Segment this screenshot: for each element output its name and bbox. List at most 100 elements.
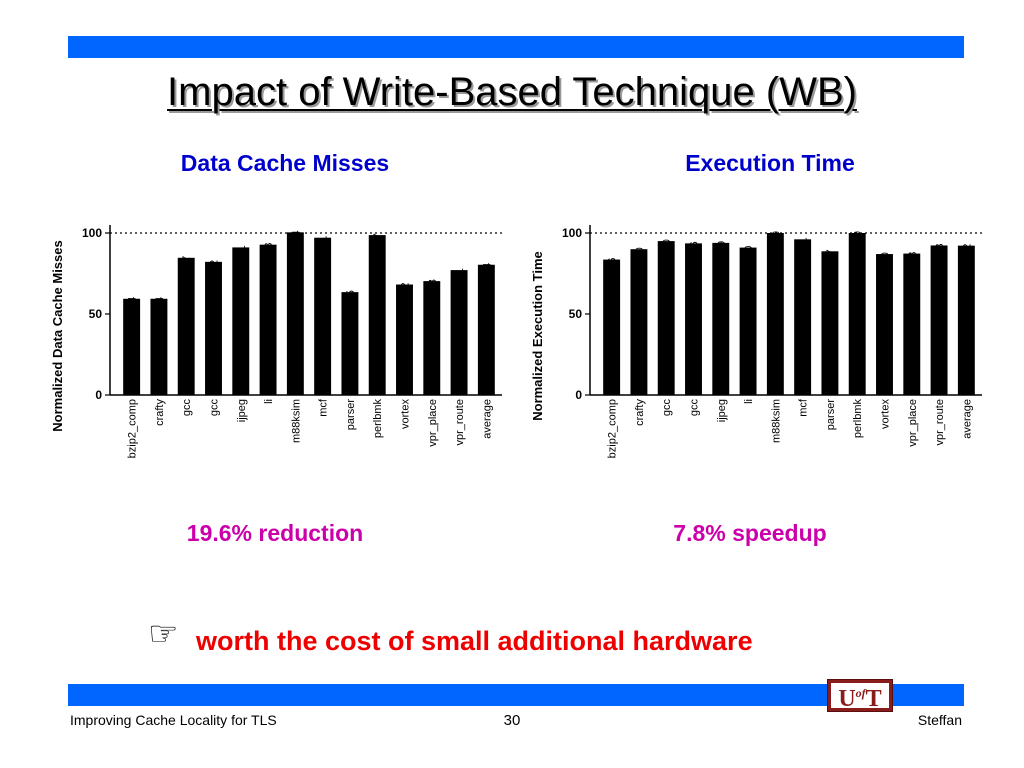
slide-title: Impact of Write-Based Technique (WB) [167,70,857,114]
bar [286,232,304,395]
y-tick-label: 0 [95,388,102,402]
bar [232,247,250,395]
bar [876,254,893,395]
y-tick-label: 0 [575,388,582,402]
bar [930,245,948,395]
bar [259,244,277,395]
bar-value-label: 92.3 [934,243,946,264]
bottom-decor-strip [68,684,964,706]
chart-svg: Normalized Data Cache Misses 0 50 100 59.4 bz… [50,225,502,458]
right-callout: 7.8% speedup [673,520,827,546]
category-label: average [961,399,973,439]
bar [766,233,784,395]
bar-value-label: 63.5 [345,290,357,311]
pointing-hand-icon: ☞ [148,615,179,653]
category-label: gcc [209,399,221,417]
y-tick-label: 100 [562,226,582,240]
bar-value-label: 59.4 [127,297,139,318]
category-label: crafty [154,399,166,426]
bar-value-label: 91.0 [743,246,755,267]
category-label: vpr_route [454,399,466,445]
bar-value-label: 100.4 [290,230,302,258]
footer-left-text: Improving Cache Locality for TLS [70,712,277,728]
y-tick-label: 100 [82,226,102,240]
bar [368,235,386,395]
bar-value-label: 92.2 [961,244,973,265]
top-decor-strip [68,36,964,58]
category-label: gcc [689,399,701,417]
category-label: gcc [661,399,673,417]
right-chart-heading: Execution Time [685,150,855,176]
category-label: gcc [181,399,193,417]
category-label: vortex [400,399,412,429]
data-cache-misses-chart: Normalized Data Cache Misses 0 50 100 59.4 bz… [40,195,510,495]
logo-letter-u: U [838,686,856,712]
footer-author: Steffan [917,712,962,728]
category-label: m88ksim [290,399,302,443]
category-label: vpr_route [934,399,946,445]
left-callout: 19.6% reduction [186,520,364,546]
bar [957,245,975,395]
category-label: vpr_place [907,399,919,447]
bar [630,249,648,395]
bar [450,270,468,395]
bar-value-label: 80.4 [481,263,493,284]
bar-value-label: 70.3 [427,279,439,300]
bar-value-label: 92.8 [263,243,275,264]
conclusion-text: worth the cost of small additional hardw… [196,626,753,656]
category-label: bzip2_comp [127,399,139,458]
category-label: m88ksim [770,399,782,443]
execution-time-chart: Normalized Execution Time 0 50 100 83.6 bzip2… [520,195,990,495]
bar [150,298,168,395]
bar [848,233,866,395]
bar [314,237,332,395]
bar-value-label: 87.3 [907,252,919,273]
logo-inner [831,683,889,708]
bar [205,261,222,395]
bar [739,247,757,395]
logo-letter-t: T [865,686,882,712]
bar-value-label: 98.7 [372,233,384,254]
logo-text: UofT [828,680,892,712]
bar [657,241,675,395]
category-label: average [481,399,493,439]
bar [423,281,441,395]
y-axis-label: Normalized Data Cache Misses [50,240,65,431]
bar-value-label: 87.0 [880,252,892,273]
bar-value-label: 90.0 [634,247,646,268]
category-label: parser [825,399,837,431]
bar [821,251,839,395]
left-chart-heading: Data Cache Misses [180,150,390,176]
bar-value-label: 93.6 [689,241,701,262]
bar-value-label: 100.0 [852,231,864,259]
bar [603,259,621,395]
bar-value-label: 91.1 [236,245,248,266]
bar [177,257,195,395]
bar [123,298,141,395]
category-label: parser [345,399,357,431]
y-tick-label: 50 [89,307,103,321]
bar-value-label: 93.9 [716,241,728,262]
category-label: li [263,399,275,404]
bar-value-label: 83.6 [607,258,619,279]
bar-value-label: 77.1 [454,268,466,289]
bar [794,239,812,395]
bar-value-label: 95.0 [661,239,673,260]
bar-value-label: 59.4 [154,297,166,318]
category-label: ijpeg [716,399,728,422]
category-label: li [743,399,755,404]
category-label: mcf [318,398,330,417]
category-label: crafty [634,399,646,426]
bar [685,243,702,395]
bar-value-label: 100.0 [770,231,782,259]
bar [396,284,413,395]
category-label: bzip2_comp [607,399,619,458]
bar [477,264,495,395]
category-label: perlbmk [372,399,384,439]
page-number: 30 [503,712,521,729]
chart-svg: Normalized Execution Time 0 50 100 83.6 bzip2… [530,225,982,458]
university-logo: UofT [827,679,893,712]
bar [341,292,359,395]
category-label: ijpeg [236,399,248,422]
category-label: perlbmk [852,399,864,439]
